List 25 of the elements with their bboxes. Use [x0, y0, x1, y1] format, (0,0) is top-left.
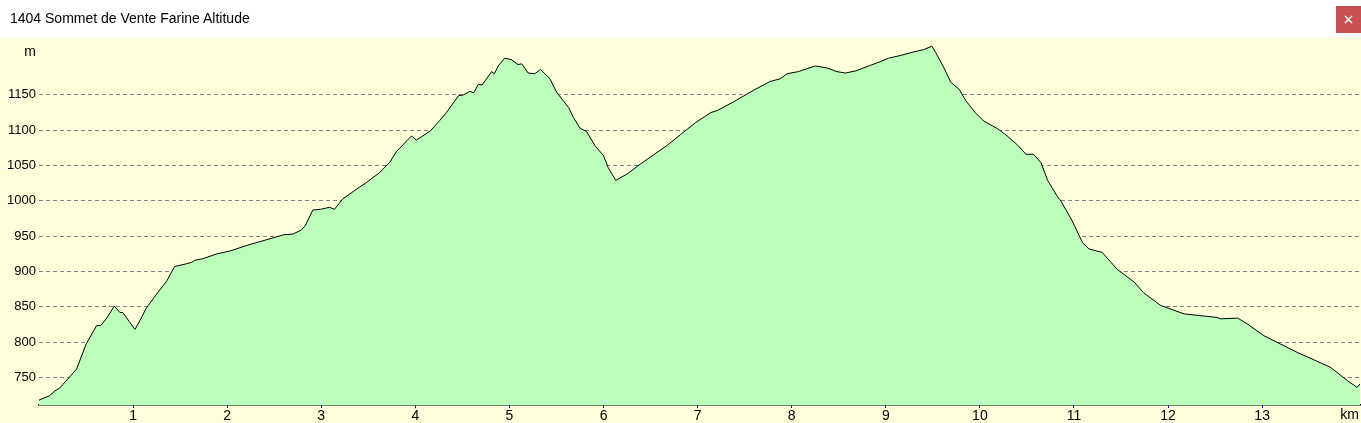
x-tick-label: 11: [1066, 407, 1082, 423]
y-tick-label: 750: [14, 369, 36, 385]
y-tick-label: 950: [14, 227, 36, 243]
y-tick-label: 900: [14, 263, 36, 279]
x-tick-label: 12: [1160, 407, 1177, 423]
y-tick-label: 1000: [7, 192, 36, 208]
x-tick-label: 3: [317, 407, 326, 423]
x-tick-label: 10: [972, 407, 988, 423]
x-tick-label: 13: [1254, 407, 1271, 423]
x-tick-label: 7: [693, 407, 702, 423]
y-tick-label: 1050: [7, 157, 36, 173]
x-tick-label: 6: [599, 407, 608, 423]
x-tick-label: 9: [881, 407, 890, 423]
y-tick-label: 1150: [8, 86, 36, 102]
y-axis-title: m: [24, 42, 36, 59]
x-tick-label: 1: [129, 407, 138, 423]
x-tick-label: 4: [411, 407, 420, 423]
y-tick-label: 850: [14, 298, 36, 314]
y-tick-label: 1100: [8, 121, 36, 137]
y-tick-label: 800: [14, 333, 36, 349]
x-tick-label: 2: [223, 407, 232, 423]
x-tick-label: 8: [787, 407, 796, 423]
chart-title: 1404 Sommet de Vente Farine Altitude: [10, 10, 250, 26]
x-axis-title: km: [1340, 405, 1359, 422]
x-tick-label: 5: [505, 407, 514, 423]
